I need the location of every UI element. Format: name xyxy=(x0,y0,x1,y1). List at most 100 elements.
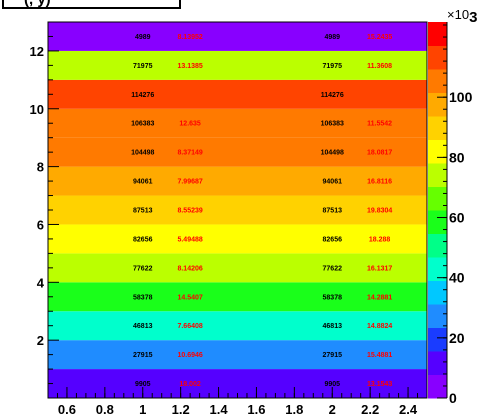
cell-error-label: 12.635 xyxy=(179,121,201,128)
cell-error-label: 14.2881 xyxy=(367,294,392,301)
z-tick-label: 80 xyxy=(449,149,465,165)
cell-error-label: 10.6946 xyxy=(177,352,202,359)
cell-count-label: 77622 xyxy=(133,265,153,272)
heatmap-cell xyxy=(48,22,427,51)
x-tick-label: 2.2 xyxy=(361,402,379,417)
z-tick-label: 60 xyxy=(449,210,465,226)
cell-count-label: 94061 xyxy=(323,179,343,186)
cell-error-label: 15.2435 xyxy=(367,34,392,41)
cell-error-label: 11.3608 xyxy=(367,63,392,70)
z-exponent-power: 3 xyxy=(469,9,478,26)
cell-count-label: 104498 xyxy=(321,150,344,157)
color-scale-segment xyxy=(428,374,447,399)
cell-count-label: 4989 xyxy=(324,34,340,41)
x-tick-label: 1 xyxy=(139,402,146,417)
heatmap-cell xyxy=(48,282,427,312)
color-scale-segment xyxy=(428,116,447,140)
z-tick-label: 100 xyxy=(449,89,473,105)
heatmap-cell xyxy=(48,311,427,341)
cell-count-label: 46813 xyxy=(133,323,153,330)
cell-error-label: 7.99687 xyxy=(177,179,202,186)
cell-labels: 9905 9905 18.002 13.1543 27915 27915 10.6946 15… xyxy=(131,34,392,388)
cell-count-label: 77622 xyxy=(323,265,343,272)
cell-error-label: 16.8116 xyxy=(367,179,392,186)
cell-count-label: 114276 xyxy=(131,92,154,99)
cell-count-label: 9905 xyxy=(324,381,340,388)
y-tick-label: 12 xyxy=(30,44,44,59)
cell-count-label: 87513 xyxy=(133,208,153,215)
cell-error-label: 13.1543 xyxy=(367,381,392,388)
x-tick-label: 0.8 xyxy=(96,402,114,417)
cell-error-label: 16.1317 xyxy=(367,265,392,272)
z-exponent-base: ×10 xyxy=(447,7,470,22)
cell-count-label: 9905 xyxy=(135,381,151,388)
cell-error-label: 14.8824 xyxy=(367,323,392,330)
heatmap-cell xyxy=(48,340,427,370)
color-scale-segment xyxy=(428,22,447,46)
x-tick-label: 1.8 xyxy=(285,402,303,417)
cell-error-label: 8.13952 xyxy=(177,34,202,41)
cell-count-label: 46813 xyxy=(323,323,343,330)
heatmap-cell xyxy=(48,224,427,254)
color-scale-segment xyxy=(428,304,447,328)
cell-error-label: 8.55239 xyxy=(177,208,202,215)
cell-count-label: 82656 xyxy=(323,236,343,243)
cell-count-label: 71975 xyxy=(133,63,153,70)
z-tick-label: 40 xyxy=(449,270,465,286)
y-axis: 2 4 6 8 10 12 xyxy=(30,21,59,399)
y-tick-label: 10 xyxy=(30,102,44,117)
cell-error-label: 15.4881 xyxy=(367,352,392,359)
z-axis-exponent: ×103 xyxy=(447,6,478,26)
cell-count-label: 71975 xyxy=(323,63,343,70)
cell-error-label: 7.66408 xyxy=(177,323,202,330)
cell-count-label: 94061 xyxy=(133,179,153,186)
heatmap-cell xyxy=(48,50,427,80)
color-scale: 0 20 40 60 80 100 xyxy=(428,22,473,406)
heatmap-cell xyxy=(48,195,427,225)
cell-error-label: 13.1385 xyxy=(177,63,202,70)
y-tick-label: 6 xyxy=(37,217,44,232)
color-scale-segment xyxy=(428,233,447,258)
y-tick-label: 8 xyxy=(37,160,44,175)
heatmap-cell xyxy=(48,137,427,167)
heatmap-cells xyxy=(48,22,427,398)
cell-count-label: 106383 xyxy=(131,121,154,128)
heatmap-cell xyxy=(48,253,427,283)
chart-title: (, y) xyxy=(24,0,51,8)
cell-count-label: 106383 xyxy=(321,121,344,128)
heatmap-cell xyxy=(48,108,427,138)
x-axis: 0.6 0.8 1 1.2 1.4 1.6 1.8 2 2.2 2.4 xyxy=(47,387,428,417)
cell-error-label: 8.14206 xyxy=(177,265,202,272)
color-scale-segment xyxy=(428,210,447,234)
color-scale-segment xyxy=(428,280,447,305)
heatmap-cell xyxy=(48,166,427,196)
x-tick-label: 1.6 xyxy=(247,402,265,417)
color-scale-segment xyxy=(428,45,447,70)
z-tick-label: 0 xyxy=(449,390,457,406)
x-tick-label: 2 xyxy=(329,402,336,417)
color-scale-segment xyxy=(428,139,447,164)
color-scale-segment xyxy=(428,92,447,117)
cell-count-label: 87513 xyxy=(323,208,343,215)
y-tick-label: 2 xyxy=(37,333,44,348)
x-tick-label: 2.4 xyxy=(399,402,418,417)
color-scale-segment xyxy=(428,327,447,352)
cell-count-label: 104498 xyxy=(131,150,154,157)
color-scale-segment xyxy=(428,351,447,375)
cell-error-label: 18.002 xyxy=(179,381,201,388)
cell-count-label: 4989 xyxy=(135,34,151,41)
cell-error-label: 5.49488 xyxy=(177,236,202,243)
x-tick-label: 1.4 xyxy=(210,402,229,417)
cell-count-label: 58378 xyxy=(133,294,153,301)
cell-count-label: 27915 xyxy=(323,352,343,359)
x-tick-label: 1.2 xyxy=(172,402,190,417)
z-tick-label: 20 xyxy=(449,330,465,346)
cell-count-label: 114276 xyxy=(321,92,344,99)
title-box xyxy=(2,0,181,9)
cell-count-label: 58378 xyxy=(323,294,343,301)
color-scale-segment xyxy=(428,163,447,187)
heatmap-cell xyxy=(48,79,427,109)
cell-error-label: 11.5542 xyxy=(367,121,392,128)
cell-error-label: 18.0817 xyxy=(367,150,392,157)
